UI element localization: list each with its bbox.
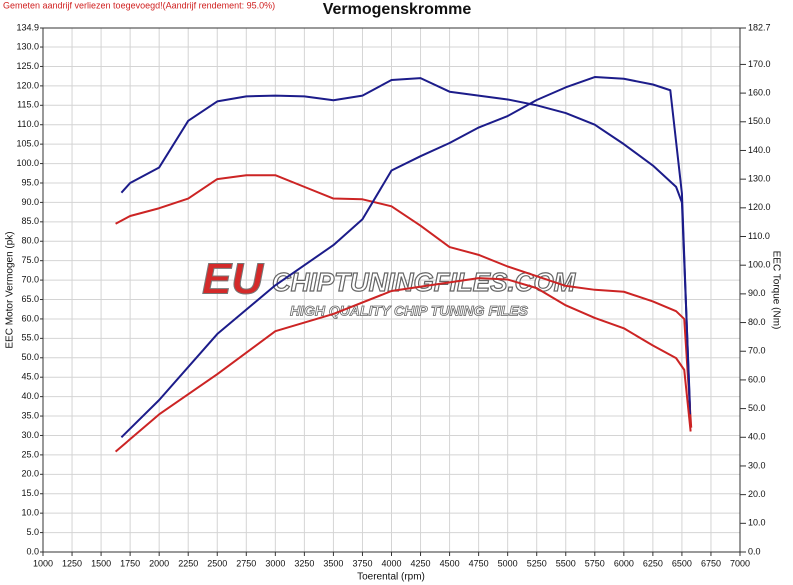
y-tick-label: 20.0 [21,469,39,479]
x-tick-label: 7000 [730,558,750,568]
y2-tick-label: 120.0 [748,202,771,212]
x-tick-label: 5250 [527,558,547,568]
y2-tick-label: 150.0 [748,116,771,126]
y-tick-label: 80.0 [21,236,39,246]
y2-tick-label: 30.0 [748,460,766,470]
x-tick-label: 6000 [614,558,634,568]
watermark: EU [202,255,264,304]
x-tick-label: 1250 [62,558,82,568]
watermark: CHIPTUNINGFILES.COM [272,267,577,297]
y-tick-label: 50.0 [21,352,39,362]
y2-tick-label: 20.0 [748,489,766,499]
y-tick-label: 15.0 [21,488,39,498]
x-tick-label: 2750 [236,558,256,568]
y-axis-label: EEC Motor Vermogen (pk) [5,231,16,348]
series-line [115,174,693,428]
y-tick-label: 5.0 [26,527,39,537]
y-tick-label: 120.0 [16,80,39,90]
y-tick-label: 65.0 [21,294,39,304]
y-tick-label: 100.0 [16,158,39,168]
y2-tick-label: 170.0 [748,59,771,69]
x-tick-label: 1750 [120,558,140,568]
y-tick-label: 110.0 [17,119,39,129]
x-tick-label: 1500 [91,558,111,568]
x-tick-label: 2250 [178,558,198,568]
y2-tick-label: 90.0 [748,288,766,298]
y2-tick-label: 100.0 [748,260,771,270]
y-tick-label: 105.0 [16,139,39,149]
x-tick-label: 5000 [498,558,518,568]
subtitle: Gemeten aandrijf verliezen toegevoegd!(A… [3,0,275,10]
y-tick-label: 0.0 [26,546,39,556]
y-tick-label: 30.0 [21,430,39,440]
y-tick-label: 125.0 [16,61,39,71]
x-tick-label: 4000 [381,558,401,568]
y2-tick-label: 70.0 [748,346,766,356]
series-line [120,77,692,409]
x-tick-label: 2000 [149,558,169,568]
y-tick-label: 95.0 [21,177,39,187]
chart-title: Vermogenskromme [323,1,472,18]
y2-tick-label: 110.0 [748,231,770,241]
y-tick-label: 60.0 [21,313,39,323]
x-tick-label: 5500 [556,558,576,568]
y-tick-label: 90.0 [21,197,39,207]
y-tick-label: 85.0 [21,216,39,226]
y-tick-label: 75.0 [21,255,39,265]
x-tick-label: 3250 [294,558,314,568]
x-tick-label: 1000 [33,558,53,568]
y-tick-label: 25.0 [21,449,39,459]
y2-tick-label: 130.0 [748,174,771,184]
y-tick-label: 45.0 [21,372,39,382]
x-tick-label: 3750 [352,558,372,568]
y2-tick-label: 60.0 [748,374,766,384]
y-tick-label: 55.0 [21,333,39,343]
y-tick-label: 10.0 [21,508,39,518]
y-tick-label: 35.0 [21,410,39,420]
y-tick-label: 115.0 [17,100,39,110]
y2-tick-label: 10.0 [748,518,766,528]
x-tick-label: 6250 [643,558,663,568]
x-tick-label: 4250 [411,558,431,568]
y2-tick-label: 80.0 [748,317,766,327]
y-tick-label: 70.0 [21,274,39,284]
x-tick-label: 5750 [585,558,605,568]
x-tick-label: 3500 [323,558,343,568]
x-tick-label: 3000 [265,558,285,568]
x-tick-label: 6750 [701,558,721,568]
x-tick-label: 6500 [672,558,692,568]
plot-frame [42,27,741,553]
y2-tick-label: 160.0 [748,87,771,97]
y2-tick-label: 140.0 [748,145,771,155]
y2-tick-label: 40.0 [748,432,766,442]
series-line [120,76,692,438]
y2-tick-label: 182.7 [748,22,771,32]
x-tick-label: 2500 [207,558,227,568]
x-tick-label: 4750 [469,558,489,568]
y-tick-label: 130.0 [16,41,39,51]
y2-tick-label: 0.0 [748,546,761,556]
x-axis-label: Toerental (rpm) [357,572,425,583]
series-line [114,277,692,453]
y-tick-label: 40.0 [21,391,39,401]
x-tick-label: 4500 [440,558,460,568]
y2-tick-label: 50.0 [748,403,766,413]
y-tick-label: 134.9 [16,22,39,32]
y2-axis-label: EEC Torque (Nm) [770,251,781,330]
